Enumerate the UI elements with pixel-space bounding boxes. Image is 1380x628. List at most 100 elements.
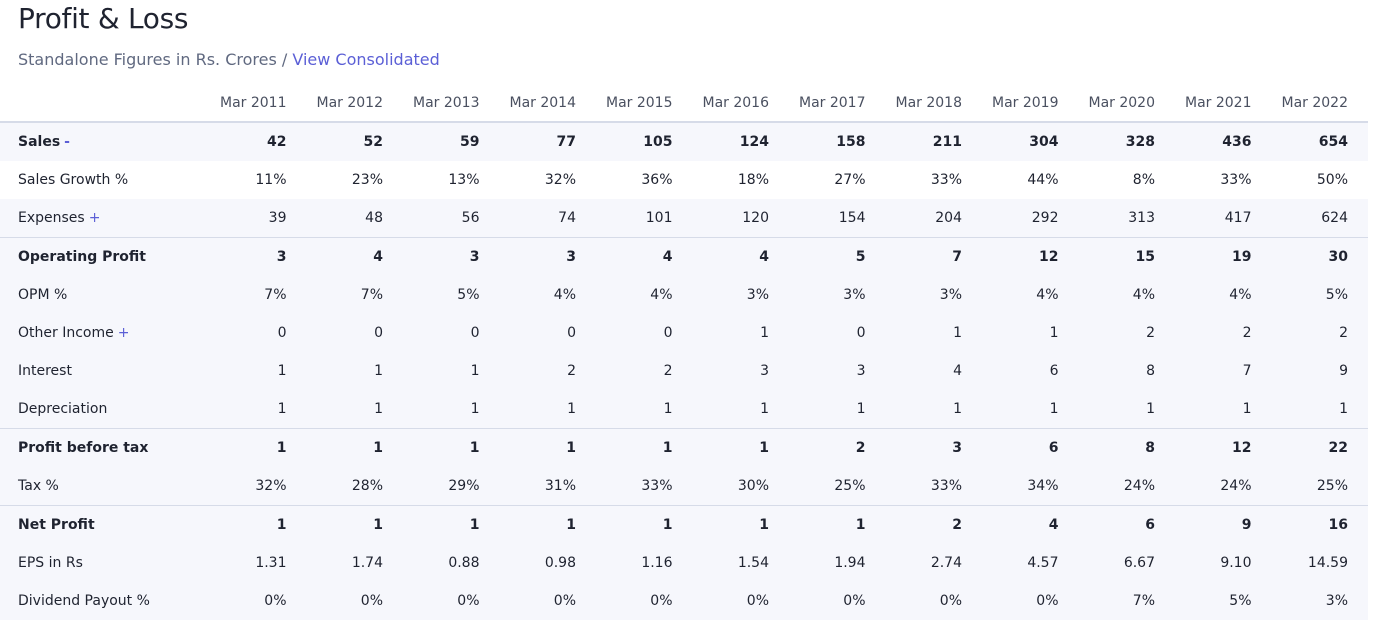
value-cell: 292 — [982, 199, 1079, 238]
value-cell: 3 — [789, 352, 886, 390]
value-cell: 1 — [789, 505, 886, 544]
value-cell: 3% — [885, 276, 982, 314]
subtitle-bar: Standalone Figures in Rs. Crores / View … — [18, 50, 440, 69]
value-cell: 4.57 — [982, 544, 1079, 582]
value-cell: 3 — [885, 428, 982, 467]
column-header: Mar 2014 — [499, 84, 596, 123]
value-cell: 304 — [982, 121, 1079, 161]
row-toggle[interactable]: + — [88, 210, 101, 226]
row-label: Expenses — [18, 210, 85, 226]
value-cell: 4% — [982, 276, 1079, 314]
value-cell: 1 — [885, 314, 982, 352]
value-cell: 3 — [210, 237, 307, 276]
value-cell: 30% — [692, 467, 789, 506]
value-cell: 36% — [641, 172, 673, 188]
value-cell: 3% — [1271, 582, 1368, 620]
value-cell: 2 — [499, 352, 596, 390]
row-label-cell: EPS in Rs — [0, 544, 210, 582]
value-cell: 24% — [1175, 467, 1272, 506]
header-row: Mar 2011 Mar 2012 Mar 2013 Mar 2014 Mar 2015… — [0, 84, 1368, 123]
row-label-cell: Depreciation — [0, 390, 210, 429]
value-cell: 1.31 — [210, 544, 307, 582]
row-label-cell: Interest — [0, 352, 210, 390]
value-cell: 0 — [596, 314, 693, 352]
value-cell: 1 — [403, 390, 500, 429]
value-cell: 25% — [1271, 467, 1368, 506]
value-cell: 0% — [692, 582, 789, 620]
value-cell: 0% — [210, 582, 307, 620]
value-cell: 33% — [930, 172, 962, 188]
value-cell: 0.98 — [499, 544, 596, 582]
column-header: Mar 2016 — [692, 84, 789, 123]
value-cell: 4% — [596, 276, 693, 314]
row-toggle[interactable]: + — [117, 325, 130, 341]
row-label: Sales — [18, 134, 61, 150]
table-row: Profit before tax 1 1 1 1 1 1 2 3 6 8 12 22 — [0, 428, 1368, 467]
value-cell: 7% — [210, 276, 307, 314]
table-row: Depreciation 1 1 1 1 1 1 1 1 1 1 1 1 — [0, 390, 1368, 429]
value-cell: 42 — [210, 121, 307, 161]
value-cell: 1 — [596, 390, 693, 429]
value-cell: 33% — [596, 467, 693, 506]
value-cell: 1 — [403, 352, 500, 390]
value-cell: 3 — [692, 352, 789, 390]
column-header: Mar 2012 — [306, 84, 403, 123]
value-cell: 624 — [1271, 199, 1368, 238]
row-label-cell: Net Profit — [0, 505, 210, 544]
column-header: Mar 2021 — [1175, 84, 1272, 123]
row-toggle[interactable]: - — [64, 134, 70, 150]
value-cell: 39 — [210, 199, 307, 238]
value-cell: 1 — [210, 390, 307, 429]
value-cell: 7 — [1175, 352, 1272, 390]
value-cell: 7% — [306, 276, 403, 314]
value-cell: 6 — [982, 352, 1079, 390]
value-cell: 1 — [692, 314, 789, 352]
value-cell: 18% — [737, 172, 769, 188]
value-cell: 32% — [210, 467, 307, 506]
column-header: Mar 2020 — [1078, 84, 1175, 123]
table-row: Operating Profit 3 4 3 3 4 4 5 7 12 15 19 30 — [0, 237, 1368, 276]
consolidated-link[interactable]: View Consolidated — [292, 50, 440, 69]
value-cell: 4 — [692, 237, 789, 276]
value-cell: 4% — [499, 276, 596, 314]
row-label: Profit before tax — [18, 440, 149, 456]
value-cell: 158 — [789, 121, 886, 161]
column-header: Mar 2019 — [982, 84, 1079, 123]
value-cell: 13% — [448, 172, 480, 188]
row-label: Net Profit — [18, 517, 95, 533]
column-header: Mar 2017 — [789, 84, 886, 123]
table-row: Other Income +0 0 0 0 0 1 0 1 1 2 2 2 — [0, 314, 1368, 352]
value-cell: 0 — [499, 314, 596, 352]
value-cell: 33% — [1220, 172, 1252, 188]
value-cell: 9 — [1271, 352, 1368, 390]
pl-table: Mar 2011 Mar 2012 Mar 2013 Mar 2014 Mar 2015… — [0, 84, 1368, 620]
value-cell: 2 — [596, 352, 693, 390]
value-cell: 1 — [306, 428, 403, 467]
value-cell: 12 — [982, 237, 1079, 276]
page-title: Profit & Loss — [18, 2, 189, 35]
value-cell: 12 — [1175, 428, 1272, 467]
value-cell: 1 — [499, 505, 596, 544]
value-cell: 1.74 — [306, 544, 403, 582]
row-label-cell: Tax % — [0, 467, 210, 506]
value-cell: 2 — [885, 505, 982, 544]
value-cell: 6.67 — [1078, 544, 1175, 582]
value-cell: 5 — [789, 237, 886, 276]
value-cell: 1 — [1078, 390, 1175, 429]
value-cell: 3% — [692, 276, 789, 314]
table-row: EPS in Rs 1.31 1.74 0.88 0.98 1.16 1.54 1.94 2.7… — [0, 544, 1368, 582]
value-cell: 1 — [596, 505, 693, 544]
value-cell: 1 — [306, 390, 403, 429]
value-cell: 0.88 — [403, 544, 500, 582]
value-cell: 1 — [1175, 390, 1272, 429]
column-header: Mar 2013 — [403, 84, 500, 123]
value-cell: 27% — [834, 172, 866, 188]
table-row: Sales -42 52 59 77 105 124 158 211 304 328 436 654 — [0, 121, 1368, 161]
value-cell: 4 — [596, 237, 693, 276]
value-cell: 9.10 — [1175, 544, 1272, 582]
value-cell: 8 — [1078, 428, 1175, 467]
value-cell: 211 — [885, 121, 982, 161]
row-label: EPS in Rs — [18, 555, 83, 571]
value-cell: 1 — [306, 505, 403, 544]
